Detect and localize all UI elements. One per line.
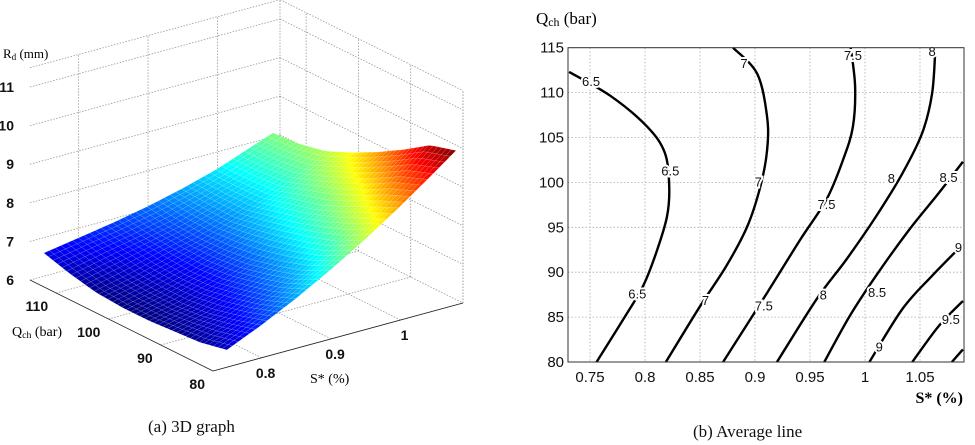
contour-label: 8 — [820, 288, 827, 303]
surface-mesh — [43, 132, 457, 351]
contour-label: 9 — [955, 240, 962, 255]
q-axis — [29, 279, 214, 372]
contour-label: 7 — [702, 293, 709, 308]
x-tick-label: 0.75 — [575, 369, 604, 386]
back-wall-gridline — [29, 134, 281, 204]
z-axis-label: Rd (mm) — [3, 46, 48, 62]
y-tick-label: 110 — [540, 85, 564, 102]
contour-label: 8.5 — [868, 285, 886, 300]
contour-line-8 — [775, 47, 937, 363]
z-tick-label: 10 — [0, 118, 14, 134]
y-tick-label: 100 — [539, 174, 564, 191]
side-wall-gridline — [279, 18, 464, 111]
caption-average-line: (b) Average line — [693, 422, 802, 441]
back-wall-gridline — [29, 0, 281, 69]
q-axis-label: Qch (bar) — [12, 325, 62, 341]
s-axis — [212, 302, 464, 372]
side-wall-gridline — [279, 95, 464, 188]
s-tick-label: 0.9 — [325, 346, 345, 362]
contour-label: 7 — [740, 56, 747, 71]
back-wall-gridline — [29, 18, 281, 88]
q-tick-label: 110 — [26, 298, 49, 314]
s-tick-label: 1 — [401, 327, 409, 343]
x-axis-label: S* (%) — [915, 390, 963, 407]
z-tick-label: 8 — [6, 195, 14, 211]
plot-frame — [567, 47, 965, 363]
surface-patch — [445, 149, 457, 157]
s-tick-label: 0.8 — [256, 365, 276, 381]
contour-plot: 0.75 0.8 0.85 0.9 0.95 1 1.05 80 85 90 95 100 105 110… — [536, 9, 965, 407]
y-tick-label: 85 — [547, 309, 564, 326]
back-wall-gridline — [29, 57, 281, 126]
contour-line-10 — [950, 348, 964, 363]
contour-label: 7.5 — [844, 48, 862, 63]
contour-label: 6.5 — [661, 164, 679, 179]
z-tick-label: 6 — [6, 272, 14, 288]
contour-line-7.5 — [722, 47, 857, 363]
z-tick-label: 9 — [6, 156, 14, 172]
y-tick-label: 115 — [540, 40, 564, 57]
contour-line-9.5 — [911, 300, 964, 363]
contour-label: 7 — [755, 174, 762, 189]
back-wall-gridline — [29, 95, 281, 165]
contour-line-8.5 — [823, 161, 964, 363]
q-tick-label: 80 — [189, 376, 205, 392]
caption-3d-graph: (a) 3D graph — [148, 417, 235, 436]
q-tick-label: 100 — [77, 324, 101, 340]
y-tick-label: 105 — [539, 130, 564, 147]
x-tick-label: 0.8 — [635, 369, 656, 386]
y-tick-label: 95 — [547, 219, 564, 236]
contour-line-7 — [664, 46, 770, 363]
contour-label: 8 — [928, 44, 935, 59]
contour-label: 8.5 — [940, 170, 958, 185]
contour-label: 6.5 — [628, 287, 646, 302]
y-tick-label: 90 — [547, 264, 564, 281]
y-tick-label: 80 — [547, 354, 564, 371]
contour-line-9 — [868, 243, 964, 363]
contour-label: 7.5 — [817, 197, 835, 212]
x-tick-label: 1.05 — [905, 369, 934, 386]
s-axis-label: S* (%) — [310, 372, 350, 387]
x-tick-label: 1 — [861, 369, 869, 386]
contour-label: 7.5 — [755, 298, 773, 313]
surface-plot-3d: 6 7 8 9 10 11 80 90 100 110 0.8 0.9 1 Rd (mm) Qch (bar… — [0, 0, 464, 392]
x-tick-label: 0.95 — [795, 369, 824, 386]
contour-label: 6.5 — [582, 74, 600, 89]
q-tick-label: 90 — [137, 350, 153, 366]
x-tick-label: 0.85 — [685, 369, 714, 386]
z-tick-label: 7 — [6, 233, 14, 249]
y-axis-label: Qch (bar) — [536, 9, 597, 29]
side-wall-gridline — [279, 0, 464, 92]
contour-label: 9.5 — [942, 312, 960, 327]
contour-label: 8 — [888, 171, 895, 186]
contour-label: 9 — [876, 340, 883, 355]
z-tick-label: 11 — [0, 79, 14, 95]
contour-line-6.5 — [568, 70, 671, 363]
side-wall-gridline — [279, 57, 464, 149]
x-tick-label: 0.9 — [745, 369, 766, 386]
